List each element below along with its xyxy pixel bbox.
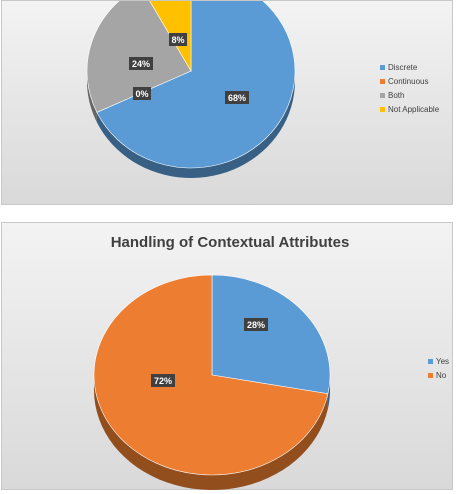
chart-title: Handling of Contextual Attributes [111, 234, 350, 251]
legend-item-not-applicable: Not Applicable [380, 105, 440, 114]
data-label-continuous: 0% [133, 87, 151, 100]
pie-side-both [87, 71, 97, 123]
legend-swatch [428, 359, 433, 364]
pie-slice-both [86, 1, 192, 113]
legend-label: Continuous [388, 77, 428, 86]
pie-depth [87, 71, 296, 178]
data-label-not-applicable: 8% [169, 33, 187, 46]
data-label-both: 24% [129, 57, 153, 70]
legend-label: Both [388, 91, 404, 100]
legend-swatch [380, 79, 385, 84]
data-label-yes: 28% [244, 318, 268, 331]
chart-panel-1: 68% 0% 24% 8% Discrete Continuous Both Not Appl… [1, 0, 453, 205]
legend-label: No [436, 371, 447, 380]
legend-swatch [380, 65, 385, 70]
pie-depth [94, 375, 330, 490]
legend-item-both: Both [380, 91, 404, 100]
legend-label: Not Applicable [388, 105, 440, 114]
legend-label: Yes [436, 357, 449, 366]
data-label-no: 72% [151, 374, 175, 387]
svg-text:24%: 24% [132, 59, 150, 69]
legend-item-yes: Yes [428, 357, 449, 366]
pie-chart-1: 68% 0% 24% 8% Discrete Continuous Both Not Appl… [86, 1, 440, 178]
pie-chart-2: Handling of Contextual Attributes 28% 72%… [93, 234, 449, 490]
pie-slice-discrete [96, 1, 296, 169]
legend-item-discrete: Discrete [380, 63, 418, 72]
legend-swatch [380, 93, 385, 98]
pie-slice-yes [211, 274, 331, 395]
legend-swatch [428, 373, 433, 378]
svg-text:8%: 8% [171, 35, 184, 45]
legend-label: Discrete [388, 63, 418, 72]
pie-slice-no [93, 274, 329, 476]
legend-item-no: No [428, 371, 447, 380]
chart-panel-2: Handling of Contextual Attributes 28% 72%… [1, 222, 453, 490]
svg-text:28%: 28% [247, 320, 265, 330]
legend-item-continuous: Continuous [380, 77, 428, 86]
pie-side-yes [327, 375, 330, 409]
data-label-discrete: 68% [225, 91, 249, 104]
svg-text:68%: 68% [228, 93, 246, 103]
svg-text:0%: 0% [135, 89, 148, 99]
legend-swatch [380, 107, 385, 112]
svg-text:72%: 72% [154, 376, 172, 386]
